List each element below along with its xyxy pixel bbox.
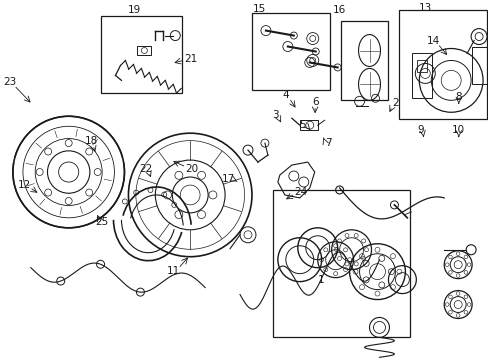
Bar bbox=[416, 60, 427, 72]
Text: 8: 8 bbox=[455, 92, 461, 102]
Text: 7: 7 bbox=[325, 139, 331, 148]
Bar bbox=[251, 13, 329, 90]
Text: 2: 2 bbox=[391, 98, 398, 108]
Text: 15: 15 bbox=[252, 4, 265, 14]
Text: 18: 18 bbox=[84, 136, 98, 146]
Text: 14: 14 bbox=[426, 36, 439, 46]
Text: 19: 19 bbox=[128, 5, 141, 15]
Text: 9: 9 bbox=[417, 125, 423, 135]
Bar bbox=[137, 45, 151, 55]
Bar bbox=[101, 15, 182, 93]
Text: 11: 11 bbox=[167, 266, 180, 276]
Text: 3: 3 bbox=[271, 110, 278, 120]
Text: 6: 6 bbox=[311, 97, 318, 107]
Bar bbox=[299, 120, 317, 130]
Bar bbox=[340, 21, 387, 100]
Text: 23: 23 bbox=[3, 77, 16, 87]
Text: 20: 20 bbox=[185, 163, 198, 174]
Bar bbox=[471, 46, 487, 84]
Text: 17: 17 bbox=[222, 174, 235, 184]
Text: 10: 10 bbox=[451, 125, 465, 135]
Text: 22: 22 bbox=[139, 163, 152, 174]
Text: 12: 12 bbox=[18, 180, 31, 190]
Text: 16: 16 bbox=[332, 5, 345, 15]
Bar bbox=[399, 10, 486, 119]
Text: 13: 13 bbox=[418, 3, 431, 13]
Bar bbox=[411, 54, 431, 98]
Bar bbox=[272, 190, 409, 337]
Text: 1: 1 bbox=[318, 275, 324, 285]
Text: 25: 25 bbox=[96, 217, 109, 227]
Text: 4: 4 bbox=[282, 90, 288, 100]
Text: 24: 24 bbox=[293, 187, 306, 197]
Text: 21: 21 bbox=[184, 54, 197, 64]
Text: 5: 5 bbox=[299, 121, 305, 130]
